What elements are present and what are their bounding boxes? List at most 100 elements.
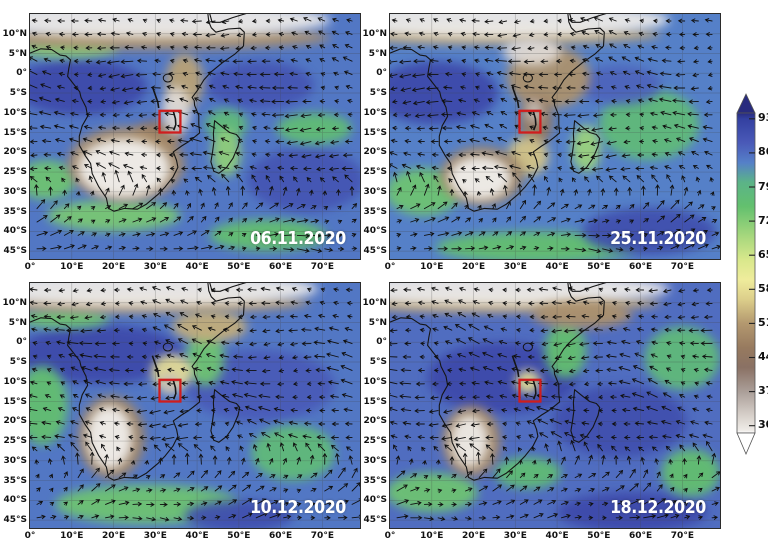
y-tick-label: 10°S <box>3 107 27 118</box>
x-tick-label: 30°E <box>143 262 167 272</box>
colorbar <box>735 93 768 465</box>
colorbar-tick-label: 51 <box>758 315 768 329</box>
y-tick-label: 40°S <box>3 495 27 506</box>
colorbar-tick-label: 65 <box>758 247 768 261</box>
y-tick-label: 10°N <box>2 28 27 39</box>
map-panel-3: 10.12.2020 <box>29 282 361 529</box>
y-tick-label: 25°S <box>3 436 27 447</box>
x-tick-label: 20°E <box>101 262 126 272</box>
map-canvas <box>29 282 361 529</box>
x-tick-label: 70°E <box>310 531 334 541</box>
x-tick-label: 10°E <box>420 262 444 272</box>
x-tick-label: 60°E <box>269 531 293 541</box>
y-tick-label: 5°N <box>8 317 27 328</box>
y-tick-label: 10°N <box>2 297 27 308</box>
x-tick-label: 70°E <box>670 262 694 272</box>
colorbar-tick-label: 37 <box>758 384 768 398</box>
x-tick-label: 10°E <box>60 262 84 272</box>
y-tick-label: 5°S <box>9 357 27 368</box>
wind-vectors <box>30 16 358 253</box>
date-label: 25.11.2020 <box>610 228 706 249</box>
x-tick-label: 50°E <box>227 262 251 272</box>
x-tick-label: 10°E <box>420 531 444 541</box>
y-tick-label: 30°S <box>363 455 387 466</box>
colorbar-tick-label: 58 <box>758 281 768 295</box>
y-tick-label: 30°S <box>3 455 27 466</box>
x-tick-label: 60°E <box>629 262 653 272</box>
date-label: 10.12.2020 <box>250 497 346 518</box>
y-tick-label: 20°S <box>363 416 387 427</box>
grid-lines <box>30 283 360 528</box>
x-tick-label: 40°E <box>545 531 569 541</box>
x-tick-label: 0° <box>24 531 36 541</box>
y-tick-label: 45°S <box>363 246 387 257</box>
y-tick-label: 45°S <box>3 515 27 526</box>
wind-vectors <box>390 286 720 521</box>
colorbar-tick-label: 30 <box>758 418 768 432</box>
colorbar-tick-label: 86 <box>758 145 768 159</box>
x-tick-label: 50°E <box>227 531 251 541</box>
x-tick-label: 20°E <box>101 531 126 541</box>
wind-vectors <box>30 286 360 522</box>
x-tick-label: 20°E <box>461 531 486 541</box>
y-tick-label: 10°N <box>362 28 387 39</box>
y-tick-label: 5°N <box>8 48 27 59</box>
x-tick-label: 20°E <box>461 262 486 272</box>
y-tick-label: 35°S <box>3 475 27 486</box>
y-tick-label: 15°S <box>363 127 387 138</box>
coastlines <box>30 14 247 212</box>
x-tick-label: 60°E <box>629 531 653 541</box>
y-tick-label: 20°S <box>363 147 387 158</box>
y-tick-label: 10°S <box>363 376 387 387</box>
study-area-box <box>518 378 542 403</box>
colorbar-tick-label: 44 <box>758 350 768 363</box>
y-tick-label: 0° <box>16 337 27 348</box>
x-tick-label: 70°E <box>310 262 334 272</box>
coastlines <box>390 283 607 481</box>
map-canvas <box>389 282 721 529</box>
x-tick-label: 0° <box>24 262 36 272</box>
x-tick-label: 40°E <box>185 262 209 272</box>
date-label: 18.12.2020 <box>610 497 706 518</box>
y-tick-label: 0° <box>376 68 387 79</box>
y-tick-label: 15°S <box>3 396 27 407</box>
x-tick-label: 0° <box>384 262 396 272</box>
colorbar-arrow-up <box>736 93 756 114</box>
y-tick-label: 15°S <box>3 127 27 138</box>
x-tick-label: 10°E <box>60 531 84 541</box>
colorbar-tick-label: 79 <box>758 179 768 193</box>
x-tick-label: 40°E <box>545 262 569 272</box>
y-tick-label: 10°N <box>362 297 387 308</box>
x-tick-label: 40°E <box>185 531 209 541</box>
map-canvas <box>29 13 361 260</box>
x-tick-label: 50°E <box>587 531 611 541</box>
map-panel-1: 06.11.2020 <box>29 13 361 260</box>
colorbar-arrow-down <box>736 432 756 456</box>
y-tick-label: 5°S <box>369 357 387 368</box>
y-tick-label: 35°S <box>363 206 387 217</box>
study-area-box <box>158 378 182 403</box>
y-tick-label: 5°S <box>9 88 27 99</box>
map-panel-4: 18.12.2020 <box>389 282 721 529</box>
y-tick-label: 5°N <box>368 317 387 328</box>
map-canvas <box>389 13 721 260</box>
y-tick-label: 10°S <box>363 107 387 118</box>
colorbar-canvas <box>736 93 756 456</box>
y-tick-label: 5°N <box>368 48 387 59</box>
study-area-box <box>158 109 182 134</box>
colorbar-tick-label: 93 <box>758 111 768 125</box>
y-tick-label: 40°S <box>3 226 27 237</box>
y-tick-label: 5°S <box>369 88 387 99</box>
y-tick-label: 10°S <box>3 376 27 387</box>
y-tick-label: 25°S <box>363 436 387 447</box>
y-tick-label: 35°S <box>3 206 27 217</box>
y-tick-label: 15°S <box>363 396 387 407</box>
y-tick-label: 20°S <box>3 416 27 427</box>
y-tick-label: 30°S <box>363 186 387 197</box>
y-tick-label: 0° <box>16 68 27 79</box>
y-tick-label: 45°S <box>3 246 27 257</box>
x-tick-label: 50°E <box>587 262 611 272</box>
y-tick-label: 25°S <box>3 167 27 178</box>
wind-vectors <box>390 16 720 254</box>
